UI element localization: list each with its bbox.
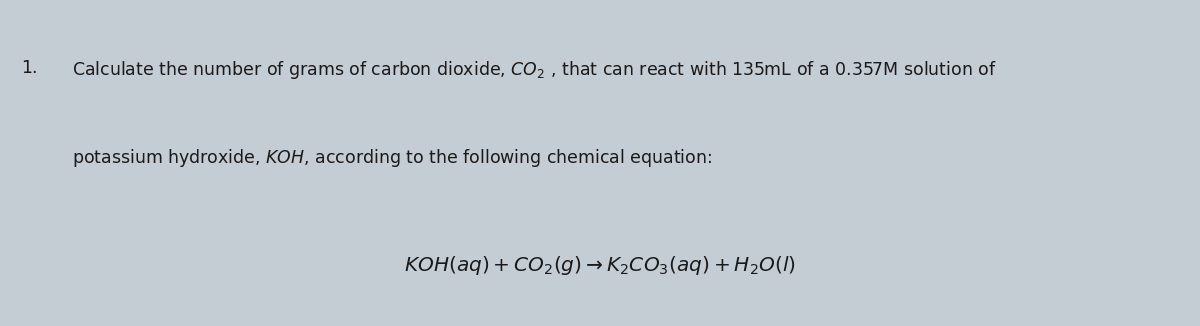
Text: 1.: 1. bbox=[22, 59, 38, 77]
Text: Calculate the number of grams of carbon dioxide, $CO_2$ , that can react with 13: Calculate the number of grams of carbon … bbox=[72, 59, 997, 81]
Text: potassium hydroxide, $KOH$, according to the following chemical equation:: potassium hydroxide, $KOH$, according to… bbox=[72, 147, 713, 169]
Text: $KOH(aq) + CO_2(g) \rightarrow K_2CO_3(aq) + H_2O(l)$: $KOH(aq) + CO_2(g) \rightarrow K_2CO_3(a… bbox=[404, 254, 796, 277]
